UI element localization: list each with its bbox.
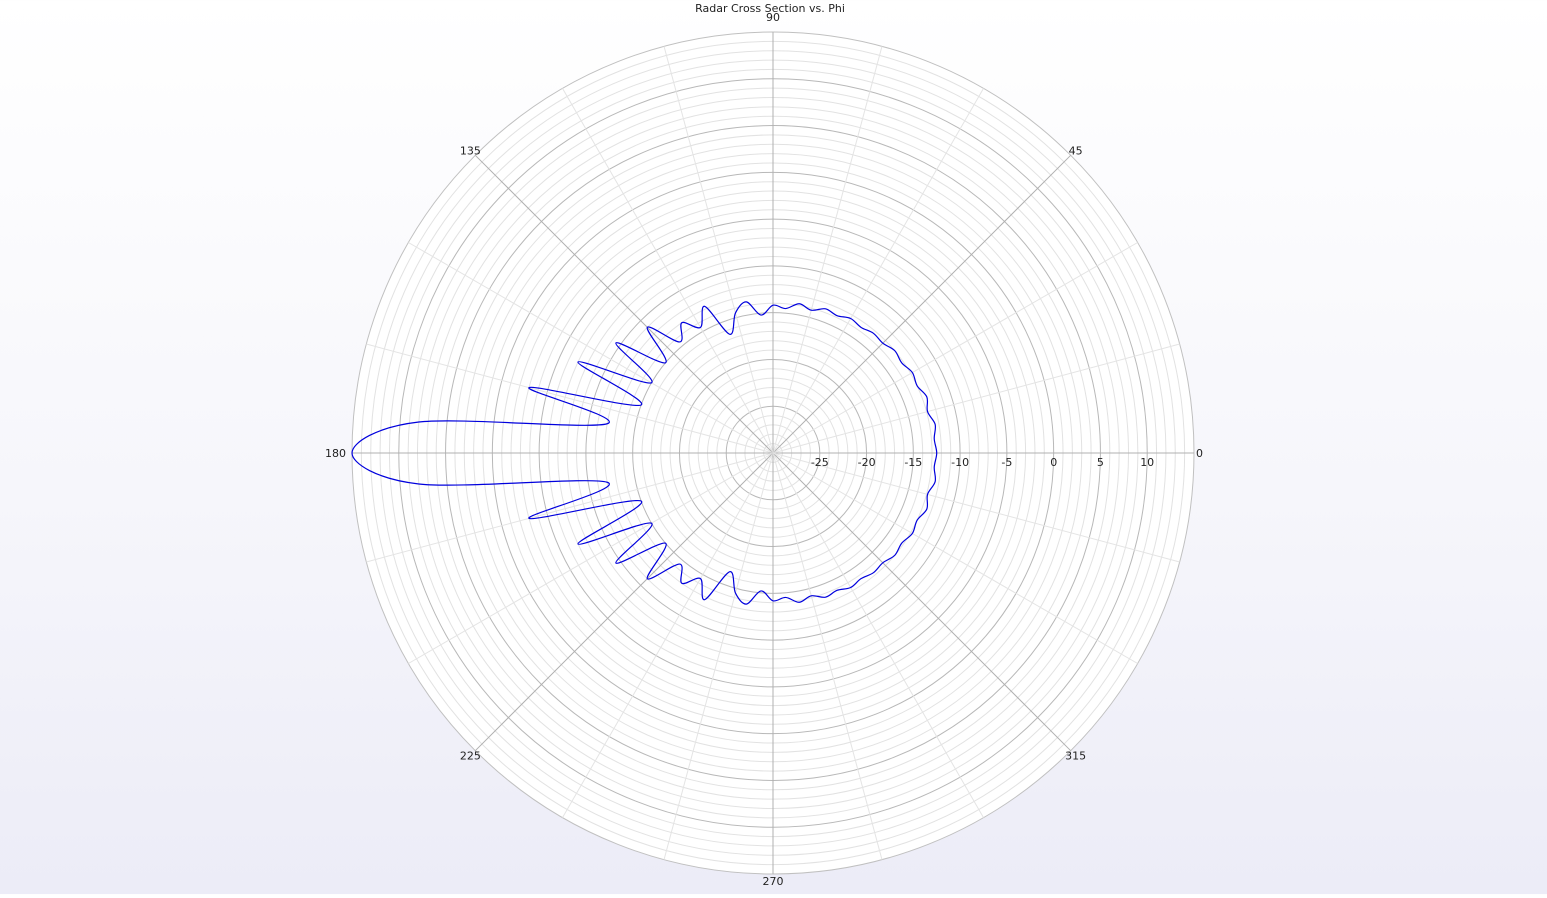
angular-gridline-minor: [366, 343, 774, 454]
angular-gridline-minor: [772, 452, 1180, 563]
angle-tick-label: 135: [460, 144, 481, 157]
angle-tick-label: 90: [766, 11, 780, 24]
angle-tick-label: 225: [460, 750, 481, 763]
angular-gridline-minor: [562, 88, 774, 454]
angle-tick-label: 0: [1196, 447, 1203, 460]
angle-tick-label: 45: [1069, 144, 1083, 157]
radial-tick-label: 10: [1140, 456, 1154, 469]
angular-gridline-minor: [772, 452, 984, 818]
radial-tick-label: -5: [1001, 456, 1012, 469]
radial-tick-label: -20: [858, 456, 876, 469]
angular-gridline-minor: [366, 452, 774, 563]
radial-tick-label: -10: [951, 456, 969, 469]
angular-gridline-major: [474, 154, 774, 454]
angular-gridline-major: [474, 452, 774, 752]
angular-gridline-minor: [772, 343, 1180, 454]
angular-gridline-minor: [562, 452, 774, 818]
angular-gridline-major: [772, 154, 1072, 454]
radial-tick-label: 5: [1097, 456, 1104, 469]
angular-gridline-minor: [772, 452, 883, 860]
angular-gridline-minor: [772, 88, 984, 454]
tick-labels: 0 45 90 135 180 225 270 315 -25 -20 -15 -10 -5 0 5 10: [325, 11, 1203, 888]
angle-tick-label: 180: [325, 447, 346, 460]
angle-tick-label: 270: [763, 875, 784, 888]
angular-gridline-minor: [663, 452, 774, 860]
series-layer: [351, 301, 938, 605]
series-line: [351, 301, 938, 605]
angular-gridline-minor: [663, 46, 774, 454]
angular-gridline-minor: [772, 452, 1138, 664]
polar-grid: [351, 31, 1195, 875]
chart-title: Radar Cross Section vs. Phi: [695, 2, 845, 15]
angular-gridline-major: [772, 452, 1072, 752]
radial-tick-label: -15: [904, 456, 922, 469]
angular-gridline-minor: [408, 452, 774, 664]
angular-gridline-minor: [408, 242, 774, 454]
radial-tick-label: 0: [1050, 456, 1057, 469]
angular-gridline-minor: [772, 242, 1138, 454]
radial-tick-label: -25: [811, 456, 829, 469]
angular-gridline-minor: [772, 46, 883, 454]
angle-tick-label: 315: [1065, 750, 1086, 763]
